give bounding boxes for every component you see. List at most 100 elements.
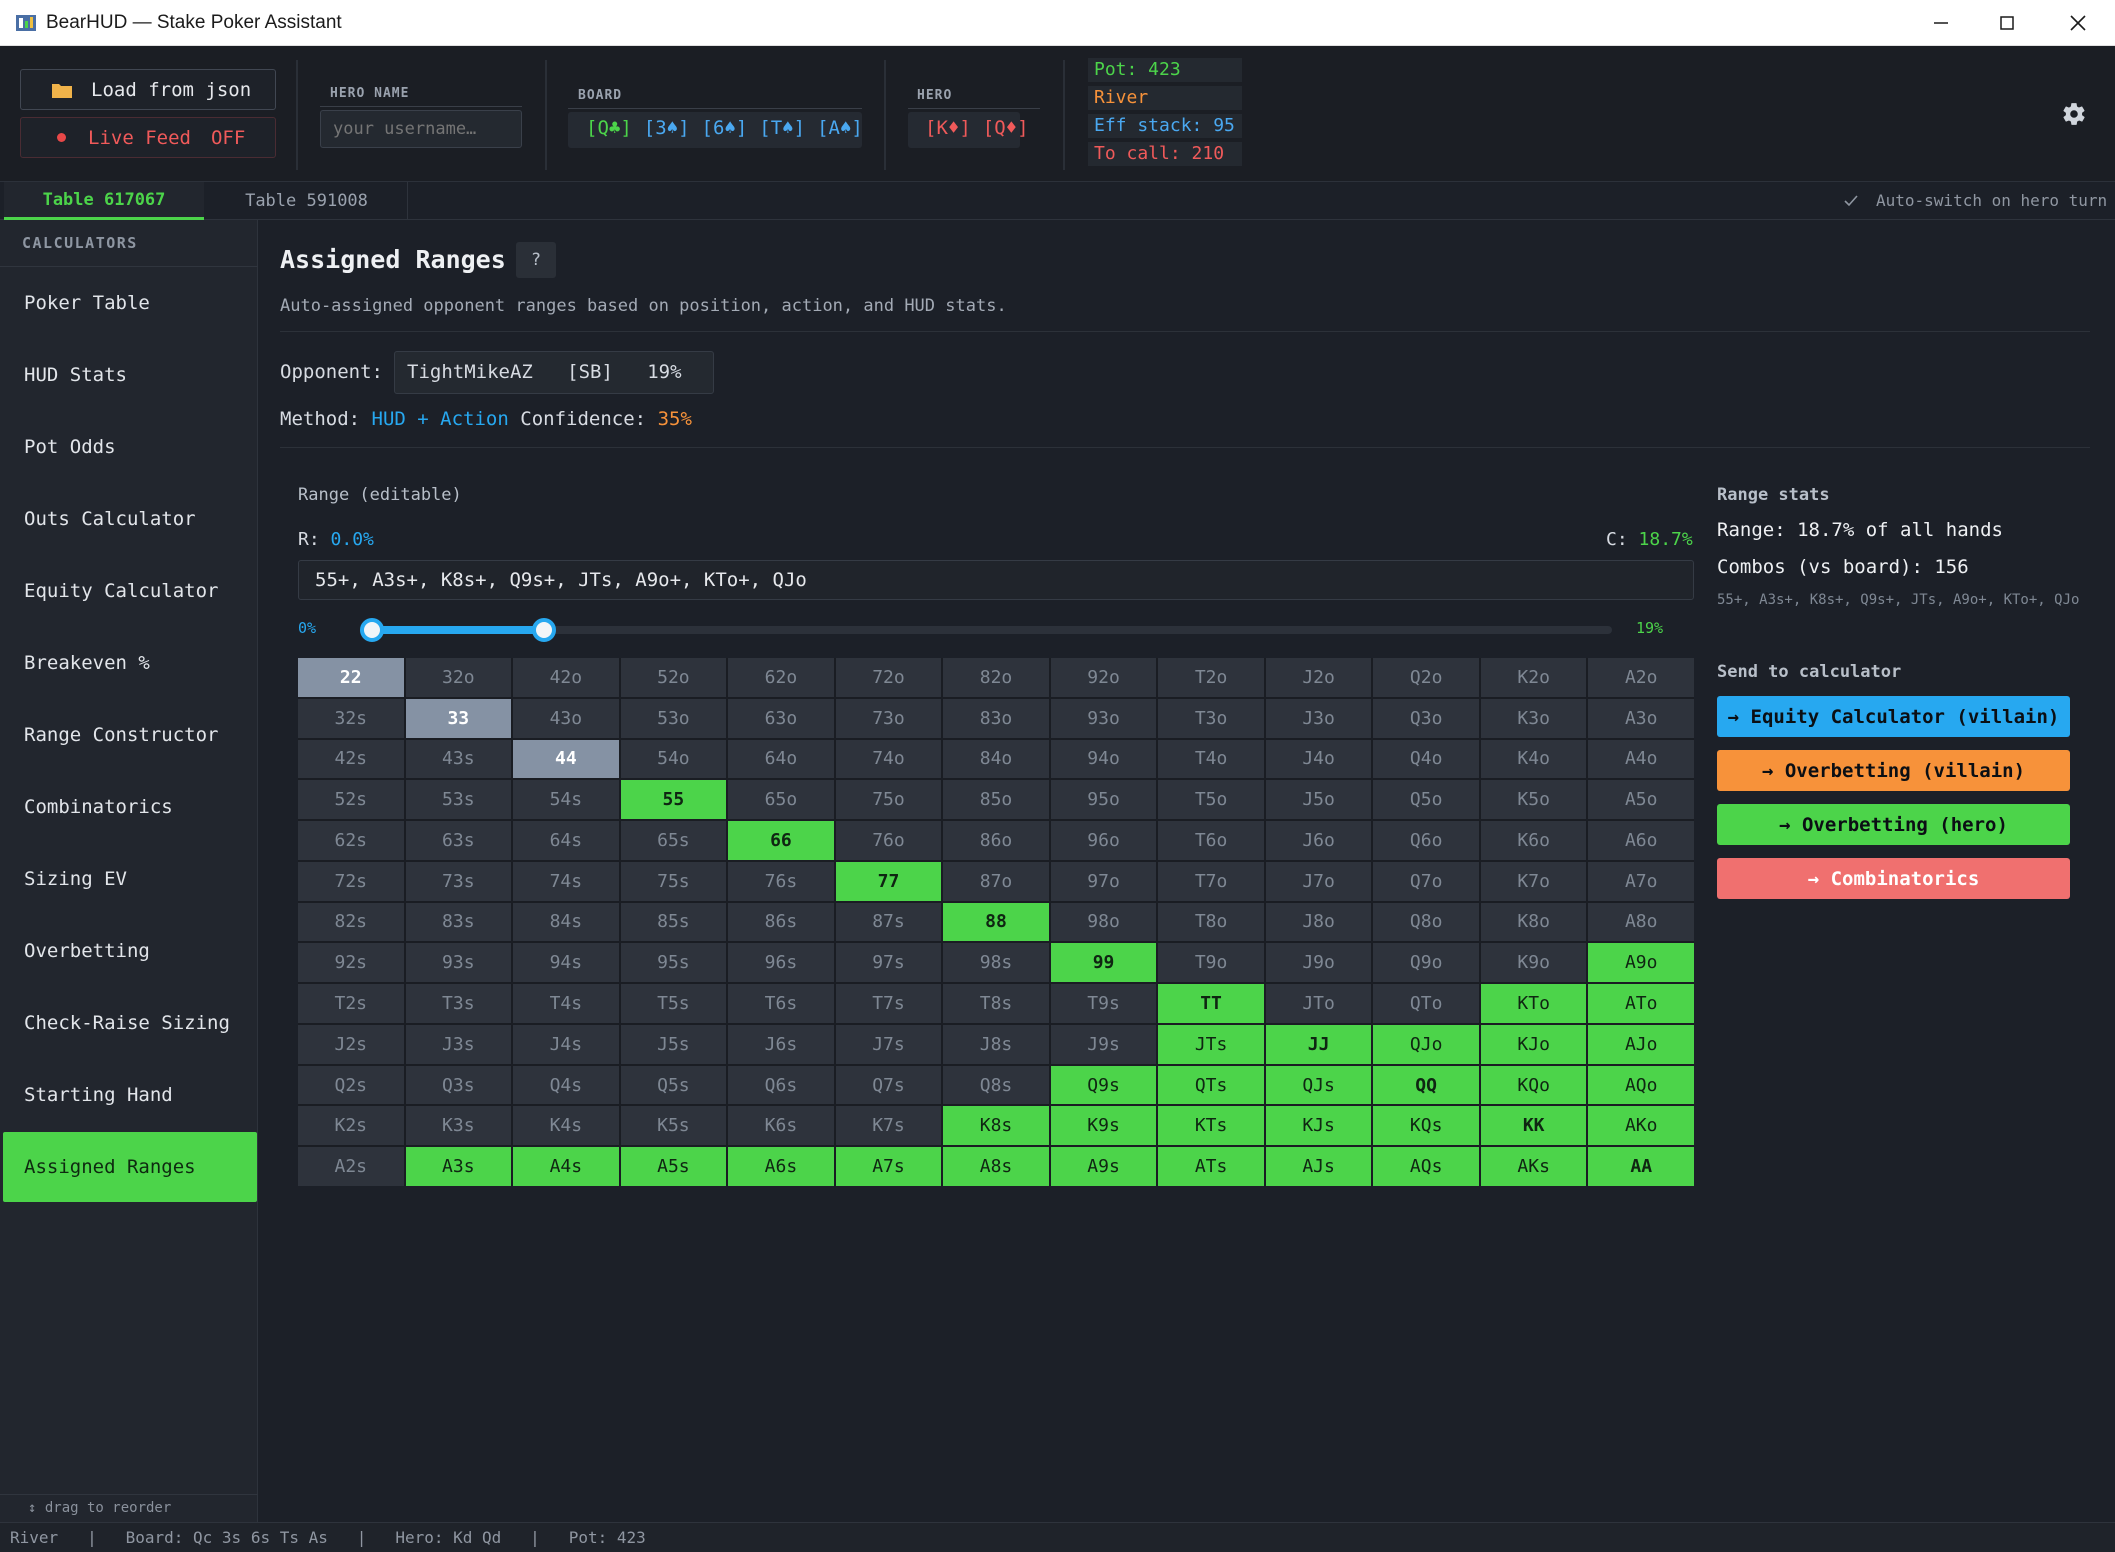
- range-cell-65o[interactable]: 65o: [728, 780, 834, 820]
- range-cell-j3s[interactable]: J3s: [405, 1024, 512, 1064]
- sidebar-item-equity-calculator[interactable]: Equity Calculator: [24, 580, 219, 602]
- range-cell-kto[interactable]: KTo: [1480, 984, 1587, 1023]
- maximize-button[interactable]: [1972, 0, 2042, 46]
- range-cell-72o[interactable]: 72o: [835, 658, 942, 697]
- sidebar-item-assigned-ranges[interactable]: Assigned Ranges: [3, 1132, 257, 1202]
- range-cell-aks[interactable]: AKs: [1480, 1147, 1587, 1186]
- range-cell-aqo[interactable]: AQo: [1588, 1065, 1694, 1105]
- send-overbetting-hero-button[interactable]: → Overbetting (hero): [1717, 804, 2070, 845]
- range-cell-qjs[interactable]: QJs: [1265, 1065, 1372, 1105]
- range-cell-q2s[interactable]: Q2s: [298, 1065, 404, 1105]
- sidebar-item-overbetting[interactable]: Overbetting: [24, 940, 150, 962]
- range-cell-t2s[interactable]: T2s: [298, 984, 404, 1023]
- range-cell-k7o[interactable]: K7o: [1480, 861, 1587, 901]
- range-cell-22[interactable]: 22: [298, 658, 404, 697]
- range-cell-t9s[interactable]: T9s: [1050, 984, 1157, 1023]
- range-cell-qts[interactable]: QTs: [1158, 1065, 1264, 1105]
- range-cell-k3o[interactable]: K3o: [1480, 698, 1587, 738]
- range-cell-j4o[interactable]: J4o: [1265, 739, 1372, 779]
- send-overbetting-villain-button[interactable]: → Overbetting (villain): [1717, 750, 2070, 791]
- range-cell-q7s[interactable]: Q7s: [835, 1065, 942, 1105]
- range-cell-k7s[interactable]: K7s: [835, 1106, 942, 1146]
- range-cell-64o[interactable]: 64o: [728, 739, 834, 779]
- range-cell-a5o[interactable]: A5o: [1588, 780, 1694, 820]
- range-cell-k5o[interactable]: K5o: [1480, 780, 1587, 820]
- range-cell-a9s[interactable]: A9s: [1050, 1147, 1157, 1186]
- sidebar-item-pot-odds[interactable]: Pot Odds: [24, 436, 116, 458]
- range-cell-74o[interactable]: 74o: [835, 739, 942, 779]
- close-button[interactable]: [2043, 0, 2113, 46]
- range-cell-72s[interactable]: 72s: [298, 861, 404, 901]
- range-cell-k2o[interactable]: K2o: [1480, 658, 1587, 697]
- gear-icon[interactable]: [2061, 101, 2087, 127]
- range-cell-44[interactable]: 44: [513, 739, 619, 779]
- range-cell-97s[interactable]: 97s: [835, 943, 942, 983]
- range-cell-76s[interactable]: 76s: [728, 861, 834, 901]
- range-cell-t2o[interactable]: T2o: [1158, 658, 1264, 697]
- sidebar-item-check-raise-sizing[interactable]: Check-Raise Sizing: [24, 1012, 230, 1034]
- tab-table-617067[interactable]: Table 617067: [4, 182, 204, 220]
- range-cell-j9o[interactable]: J9o: [1265, 943, 1372, 983]
- range-cell-k6s[interactable]: K6s: [728, 1106, 834, 1146]
- range-cell-kqs[interactable]: KQs: [1373, 1106, 1479, 1146]
- range-cell-62o[interactable]: 62o: [728, 658, 834, 697]
- range-cell-q5o[interactable]: Q5o: [1373, 780, 1479, 820]
- range-cell-94o[interactable]: 94o: [1050, 739, 1157, 779]
- range-cell-84s[interactable]: 84s: [513, 902, 619, 942]
- range-cell-t7s[interactable]: T7s: [835, 984, 942, 1023]
- range-cell-63s[interactable]: 63s: [405, 821, 512, 860]
- range-cell-j7o[interactable]: J7o: [1265, 861, 1372, 901]
- range-input[interactable]: 55+, A3s+, K8s+, Q9s+, JTs, A9o+, KTo+, …: [298, 560, 1694, 600]
- range-cell-j9s[interactable]: J9s: [1050, 1024, 1157, 1064]
- range-cell-q7o[interactable]: Q7o: [1373, 861, 1479, 901]
- range-cell-q3o[interactable]: Q3o: [1373, 698, 1479, 738]
- range-cell-ajs[interactable]: AJs: [1265, 1147, 1372, 1186]
- range-cell-t8s[interactable]: T8s: [943, 984, 1049, 1023]
- range-cell-aqs[interactable]: AQs: [1373, 1147, 1479, 1186]
- range-cell-63o[interactable]: 63o: [728, 698, 834, 738]
- range-cell-kts[interactable]: KTs: [1158, 1106, 1264, 1146]
- range-cell-65s[interactable]: 65s: [620, 821, 727, 860]
- range-cell-87o[interactable]: 87o: [943, 861, 1049, 901]
- range-cell-qto[interactable]: QTo: [1373, 984, 1479, 1023]
- range-cell-86s[interactable]: 86s: [728, 902, 834, 942]
- range-cell-ajo[interactable]: AJo: [1588, 1024, 1694, 1064]
- range-cell-qjo[interactable]: QJo: [1373, 1024, 1479, 1064]
- range-cell-a8o[interactable]: A8o: [1588, 902, 1694, 942]
- range-cell-t6o[interactable]: T6o: [1158, 821, 1264, 860]
- range-cell-96o[interactable]: 96o: [1050, 821, 1157, 860]
- range-cell-85s[interactable]: 85s: [620, 902, 727, 942]
- range-cell-74s[interactable]: 74s: [513, 861, 619, 901]
- range-cell-32s[interactable]: 32s: [298, 698, 404, 738]
- range-cell-54s[interactable]: 54s: [513, 780, 619, 820]
- range-cell-kjs[interactable]: KJs: [1265, 1106, 1372, 1146]
- range-cell-q9o[interactable]: Q9o: [1373, 943, 1479, 983]
- range-cell-96s[interactable]: 96s: [728, 943, 834, 983]
- range-cell-a5s[interactable]: A5s: [620, 1147, 727, 1186]
- range-cell-53s[interactable]: 53s: [405, 780, 512, 820]
- range-cell-95o[interactable]: 95o: [1050, 780, 1157, 820]
- range-cell-82o[interactable]: 82o: [943, 658, 1049, 697]
- range-cell-94s[interactable]: 94s: [513, 943, 619, 983]
- range-cell-q6o[interactable]: Q6o: [1373, 821, 1479, 860]
- range-cell-j8s[interactable]: J8s: [943, 1024, 1049, 1064]
- range-cell-a2s[interactable]: A2s: [298, 1147, 404, 1186]
- range-cell-a7s[interactable]: A7s: [835, 1147, 942, 1186]
- range-cell-62s[interactable]: 62s: [298, 821, 404, 860]
- range-cell-73o[interactable]: 73o: [835, 698, 942, 738]
- sidebar-item-starting-hand[interactable]: Starting Hand: [24, 1084, 173, 1106]
- range-cell-92s[interactable]: 92s: [298, 943, 404, 983]
- range-cell-j5s[interactable]: J5s: [620, 1024, 727, 1064]
- range-cell-75s[interactable]: 75s: [620, 861, 727, 901]
- range-cell-j8o[interactable]: J8o: [1265, 902, 1372, 942]
- live-feed-button[interactable]: Live Feed OFF: [20, 117, 276, 158]
- range-cell-88[interactable]: 88: [943, 902, 1049, 942]
- range-cell-84o[interactable]: 84o: [943, 739, 1049, 779]
- range-cell-43o[interactable]: 43o: [513, 698, 619, 738]
- range-cell-kqo[interactable]: KQo: [1480, 1065, 1587, 1105]
- minimize-button[interactable]: [1906, 0, 1976, 46]
- range-cell-j6s[interactable]: J6s: [728, 1024, 834, 1064]
- range-cell-97o[interactable]: 97o: [1050, 861, 1157, 901]
- sidebar-item-hud-stats[interactable]: HUD Stats: [24, 364, 127, 386]
- range-cell-t9o[interactable]: T9o: [1158, 943, 1264, 983]
